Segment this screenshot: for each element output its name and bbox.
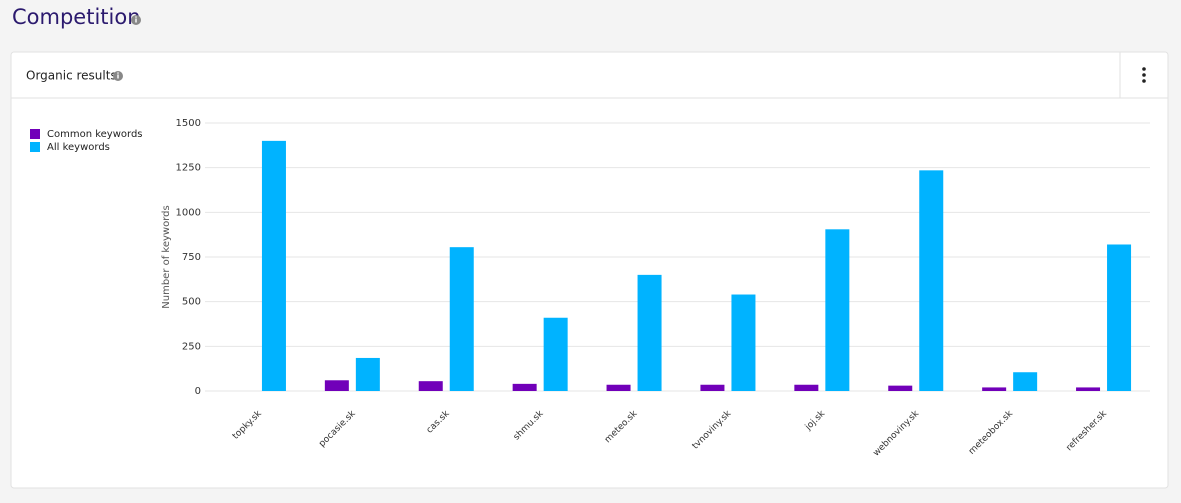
- menu-button[interactable]: [1142, 67, 1146, 83]
- bar: [637, 274, 662, 391]
- bar: [919, 170, 944, 391]
- legend-swatch: [30, 142, 40, 152]
- bar: [1107, 244, 1132, 391]
- bar: [794, 384, 819, 391]
- bar: [982, 387, 1007, 391]
- info-icon: [113, 71, 123, 81]
- bar: [512, 383, 537, 391]
- bar: [418, 381, 443, 391]
- bar: [261, 140, 286, 391]
- bar: [606, 384, 631, 391]
- card: [10, 51, 1169, 489]
- legend-label: Common keywords: [47, 129, 143, 140]
- bar: [543, 317, 568, 391]
- y-tick-label: 0: [195, 386, 201, 397]
- y-tick-label: 1000: [176, 207, 201, 218]
- bar: [825, 229, 850, 391]
- bar: [700, 384, 725, 391]
- y-tick-label: 1250: [176, 163, 201, 174]
- y-axis-title: Number of keywords: [161, 205, 172, 308]
- legend-swatch: [30, 129, 40, 139]
- bar: [1013, 372, 1038, 391]
- card-title: Organic results: [26, 69, 117, 83]
- bar: [355, 357, 380, 391]
- info-icon: [131, 15, 141, 25]
- y-tick-label: 1500: [176, 118, 201, 129]
- bar: [888, 385, 913, 391]
- page-title: Competition: [12, 5, 141, 29]
- y-tick-label: 500: [182, 297, 201, 308]
- bar: [324, 380, 349, 391]
- y-tick-label: 250: [182, 341, 201, 352]
- bar: [1076, 387, 1101, 391]
- bar: [449, 247, 474, 391]
- bar: [731, 294, 756, 391]
- legend-label: All keywords: [47, 142, 110, 153]
- y-tick-label: 750: [182, 252, 201, 263]
